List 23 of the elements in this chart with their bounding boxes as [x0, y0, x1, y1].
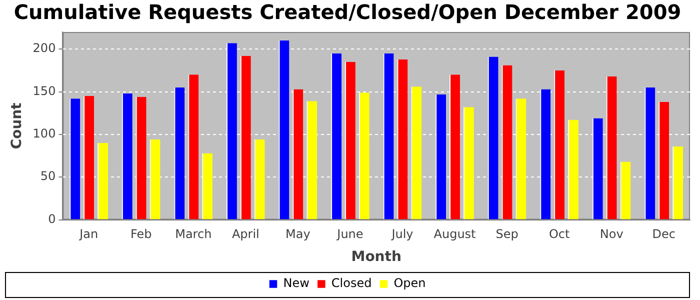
legend-label: New [283, 276, 310, 290]
x-tick-label: Dec [652, 227, 676, 242]
x-tick-label: July [390, 227, 414, 242]
y-tick-label: 200 [32, 41, 56, 56]
x-tick-label: March [175, 227, 212, 242]
y-axis-title: Count [9, 102, 26, 150]
x-axis-title: Month [351, 249, 402, 266]
y-tick-label: 100 [32, 126, 56, 141]
x-tick-label: August [434, 227, 476, 242]
legend-label: Open [394, 276, 426, 290]
x-tick-label: Oct [548, 227, 570, 242]
x-tick-label: Nov [600, 227, 624, 242]
chart-title: Cumulative Requests Created/Closed/Open December 2009 [14, 0, 682, 24]
x-tick-label: Feb [130, 227, 152, 242]
y-tick-label: 50 [40, 169, 56, 184]
x-tick-label: April [232, 227, 260, 242]
x-tick-label: June [336, 227, 364, 242]
x-tick-label: Sep [496, 227, 518, 242]
x-tick-label: Jan [78, 227, 98, 242]
y-tick-label: 150 [32, 84, 56, 98]
legend-label: Closed [331, 276, 372, 290]
y-tick-label: 0 [48, 212, 56, 226]
x-tick-label: May [286, 227, 310, 242]
